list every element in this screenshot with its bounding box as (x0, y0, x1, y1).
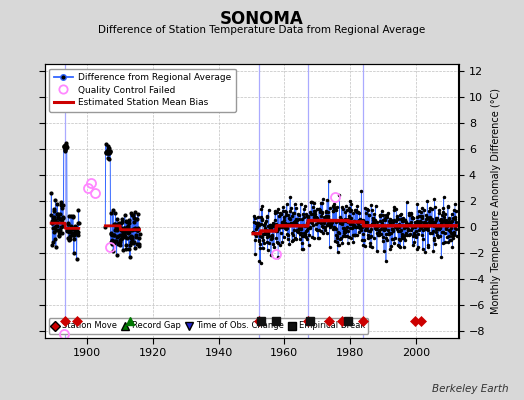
Text: Difference of Station Temperature Data from Regional Average: Difference of Station Temperature Data f… (99, 25, 425, 35)
Y-axis label: Monthly Temperature Anomaly Difference (°C): Monthly Temperature Anomaly Difference (… (491, 88, 501, 314)
Text: Berkeley Earth: Berkeley Earth (432, 384, 508, 394)
Legend: Station Move, Record Gap, Time of Obs. Change, Empirical Break: Station Move, Record Gap, Time of Obs. C… (49, 318, 368, 334)
Text: SONOMA: SONOMA (220, 10, 304, 28)
